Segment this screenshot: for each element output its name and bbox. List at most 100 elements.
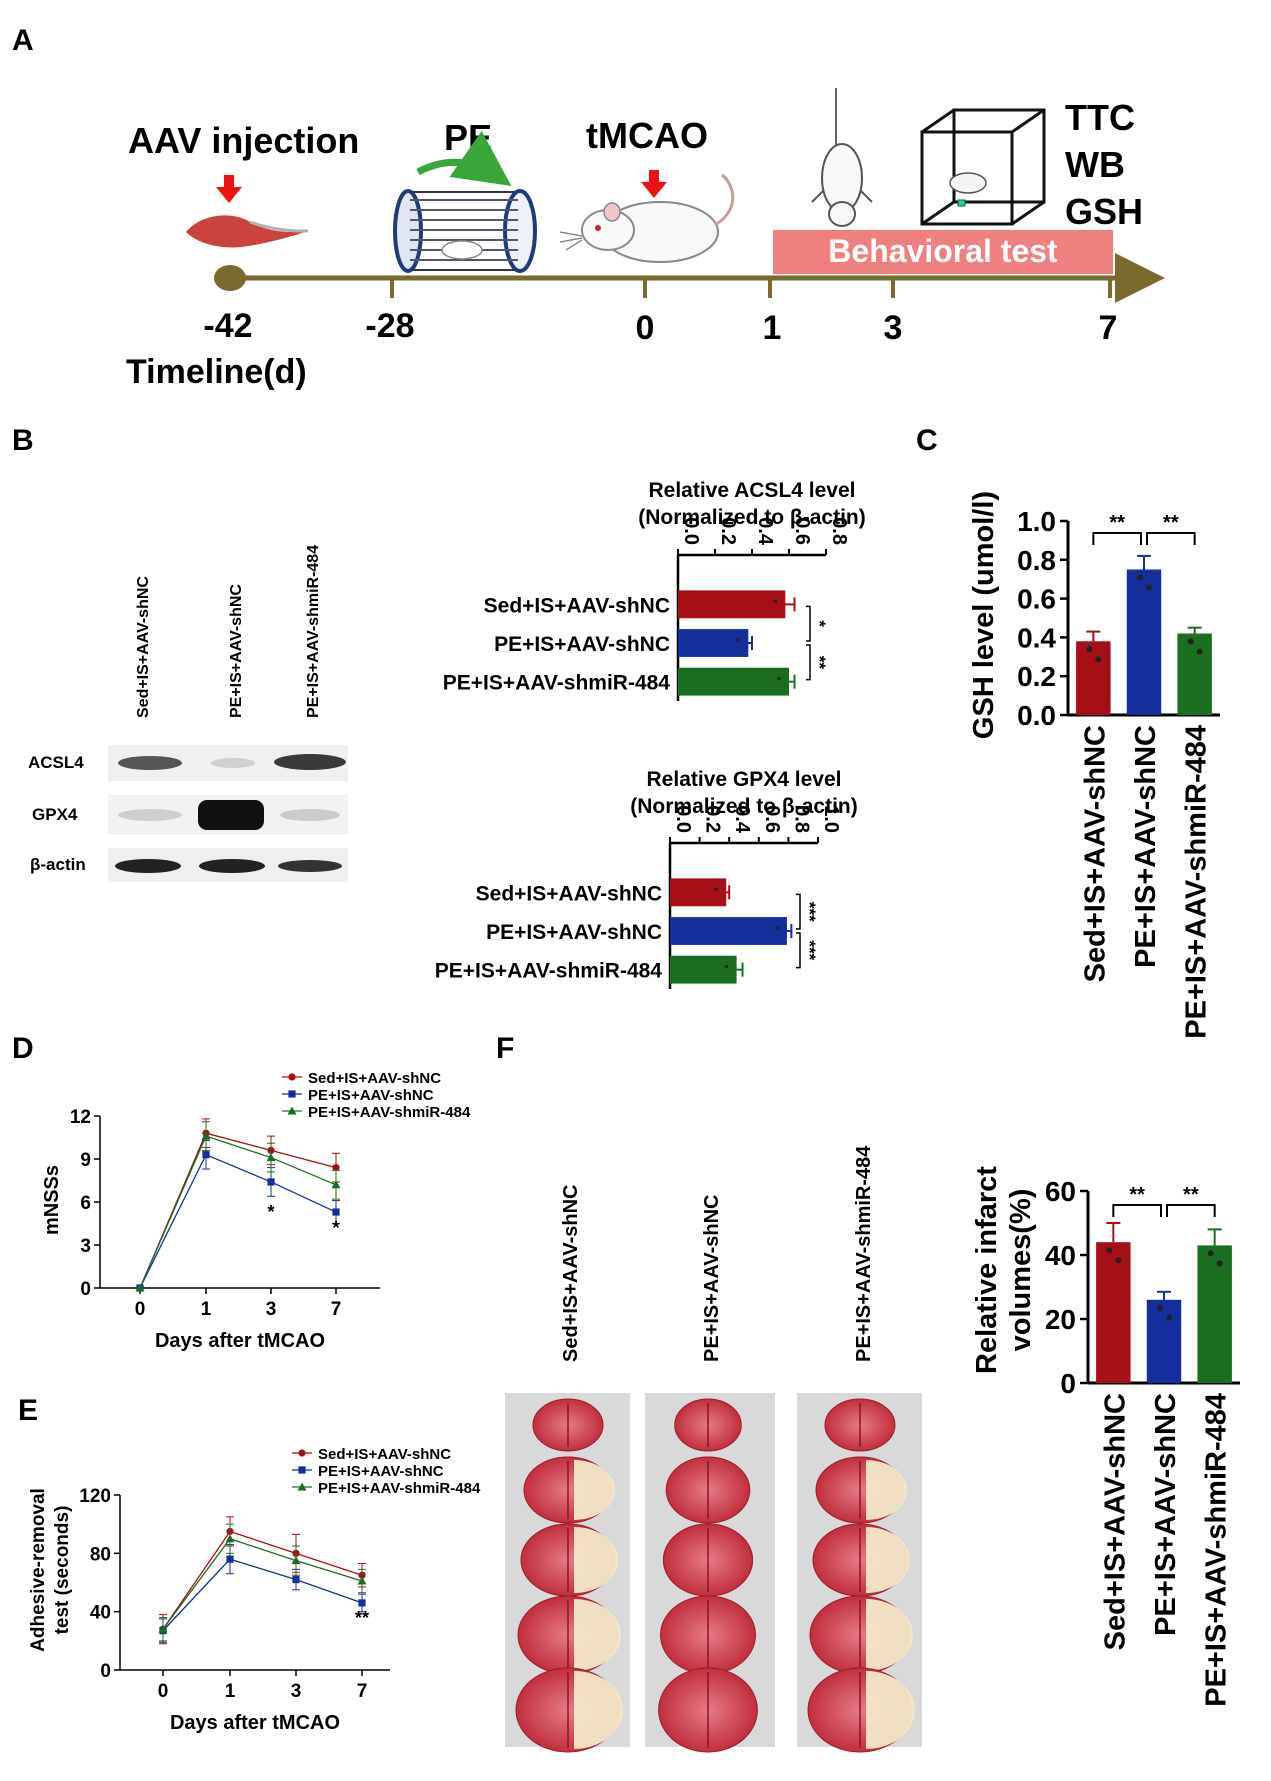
data-point xyxy=(1086,646,1093,653)
x-tick-label: 3 xyxy=(266,1299,277,1320)
x-tick-label: 7 xyxy=(357,1681,368,1702)
timeline-tick-label: 1 xyxy=(763,309,782,347)
data-point xyxy=(1146,584,1152,591)
y-tick-label: 20 xyxy=(1045,1304,1076,1335)
infarct-region xyxy=(866,1460,907,1520)
section-column-label: PE+IS+AAV-shNC xyxy=(701,1195,723,1362)
line-point xyxy=(158,1624,168,1633)
category-label: Sed+IS+AAV-shNC xyxy=(1099,1393,1131,1650)
x-axis-label: Days after tMCAO xyxy=(170,1712,340,1734)
data-point xyxy=(1115,1257,1122,1264)
wb-label: WB xyxy=(1065,144,1125,185)
series-line xyxy=(139,1132,337,1289)
significance-marker: *** xyxy=(800,940,819,960)
x-tick-label: 0.2 xyxy=(702,805,724,833)
panel-letter-b: B xyxy=(12,424,34,457)
legend-label: PE+IS+AAV-shNC xyxy=(318,1463,444,1480)
panel-letter-e: E xyxy=(18,1394,38,1427)
line-point xyxy=(357,1576,367,1585)
chart-subtitle: (Normalized to β-actin) xyxy=(638,506,866,529)
data-point xyxy=(736,638,741,642)
gsh-bar-chart: 0.0 0.2 0.4 0.6 0.8 1.0 Sed+IS+AAV-shNC PE+IS+A… xyxy=(968,491,1220,1039)
x-tick-label: 1 xyxy=(225,1681,236,1702)
line-point xyxy=(287,1106,297,1115)
data-point xyxy=(1187,638,1194,645)
category-label: Sed+IS+AAV-shNC xyxy=(484,594,670,617)
significance-bracket xyxy=(806,605,811,642)
panel-e: E 0 40 80 120 0 1 3 7 Days after tMCAO Sed+IS+AAV… xyxy=(18,1394,481,1734)
category-label: Sed+IS+AAV-shNC xyxy=(1079,725,1111,982)
line-point xyxy=(298,1449,306,1457)
data-point xyxy=(1216,1260,1223,1267)
y-tick-label: 9 xyxy=(80,1150,91,1171)
significance-bracket xyxy=(1166,1204,1216,1217)
data-point xyxy=(1137,574,1143,581)
data-point xyxy=(777,676,781,681)
data-point xyxy=(775,926,779,930)
series-line xyxy=(139,1153,337,1289)
red-arrow-icon xyxy=(641,170,667,198)
hanging-mouse-icon xyxy=(811,88,873,227)
y-axis-label: volumes(%) xyxy=(1005,1189,1037,1352)
significance-bracket xyxy=(806,644,811,681)
legend-label: PE+IS+AAV-shmiR-484 xyxy=(308,1104,471,1121)
panel-letter-d: D xyxy=(12,1032,34,1065)
significance-bracket xyxy=(796,932,801,969)
tmcao-label: tMCAO xyxy=(586,115,708,156)
chart-title: Relative GPX4 level xyxy=(647,768,842,791)
bar xyxy=(678,667,789,696)
legend-label: Sed+IS+AAV-shNC xyxy=(318,1446,451,1463)
gsh-label: GSH xyxy=(1065,191,1143,232)
legend-label: Sed+IS+AAV-shNC xyxy=(308,1070,441,1087)
running-wheel-icon xyxy=(393,130,537,273)
line-point xyxy=(267,1178,275,1186)
adhesive-line-chart: 0 40 80 120 0 1 3 7 Days after tMCAO Sed+IS+AAV-s… xyxy=(28,1446,481,1734)
line-point xyxy=(288,1090,296,1098)
infarct-region xyxy=(866,1599,913,1671)
line-point xyxy=(332,1164,340,1172)
x-tick-label: 0 xyxy=(158,1681,169,1702)
mnss-line-chart: 0 3 6 9 12 0 1 3 7 Days after tMCAO Sed+IS+AAV-shN… xyxy=(41,1070,471,1352)
panel-f: F Sed+IS+AAV-shNC PE+IS+AAV-shNC PE+IS+A… xyxy=(496,1032,1240,1753)
y-tick-label: 1.0 xyxy=(1017,506,1056,537)
x-tick-label: 1.0 xyxy=(820,805,842,833)
y-tick-label: 40 xyxy=(90,1603,111,1624)
y-tick-label: 0.4 xyxy=(1017,622,1056,653)
panel-d: D 0 3 6 9 12 0 1 3 7 Days after tMCAO Sed+IS+AAV-s… xyxy=(12,1032,471,1352)
timeline-tick-label: 0 xyxy=(636,309,655,347)
y-axis-label: test (seconds) xyxy=(52,1506,73,1635)
y-axis-label: Adhesive-removal xyxy=(28,1488,49,1652)
section-column-label: PE+IS+AAV-shmiR-484 xyxy=(853,1145,875,1362)
y-tick-label: 0 xyxy=(1060,1368,1076,1399)
bar xyxy=(670,917,787,945)
bar xyxy=(670,878,727,907)
line-point xyxy=(298,1466,306,1474)
significance-marker: ** xyxy=(1129,1184,1145,1206)
panel-letter-c: C xyxy=(916,424,938,457)
gpx4-bar-chart: Relative GPX4 level (Normalized to β-acti… xyxy=(435,768,858,989)
line-point xyxy=(226,1555,234,1563)
line-point xyxy=(331,1180,341,1189)
x-tick-label: 0.8 xyxy=(790,805,812,833)
bar xyxy=(678,590,786,619)
category-label: PE+IS+AAV-shNC xyxy=(1130,725,1162,968)
significance-marker: ** xyxy=(1183,1184,1199,1206)
chart-title: Relative ACSL4 level xyxy=(649,479,856,502)
bar xyxy=(1076,641,1111,715)
acsl4-bar-chart: Relative ACSL4 level (Normalized to β-act… xyxy=(443,479,866,701)
line-point xyxy=(266,1153,276,1162)
section-column-label: Sed+IS+AAV-shNC xyxy=(560,1185,582,1362)
y-tick-label: 12 xyxy=(70,1107,91,1128)
bar xyxy=(1177,633,1212,715)
panel-c: C 0.0 0.2 0.4 0.6 0.8 1.0 Sed+IS+AAV-shNC PE+IS… xyxy=(916,424,1220,1039)
bar xyxy=(670,955,737,984)
significance-marker: * xyxy=(332,1218,339,1238)
data-point xyxy=(1157,1304,1163,1311)
series-line xyxy=(139,1135,337,1289)
significance-marker: ** xyxy=(355,1608,369,1628)
bar xyxy=(1126,569,1162,715)
bar xyxy=(1146,1299,1182,1383)
blot-column-label: PE+IS+AAV-shmiR-484 xyxy=(305,545,322,718)
bar xyxy=(678,629,749,657)
